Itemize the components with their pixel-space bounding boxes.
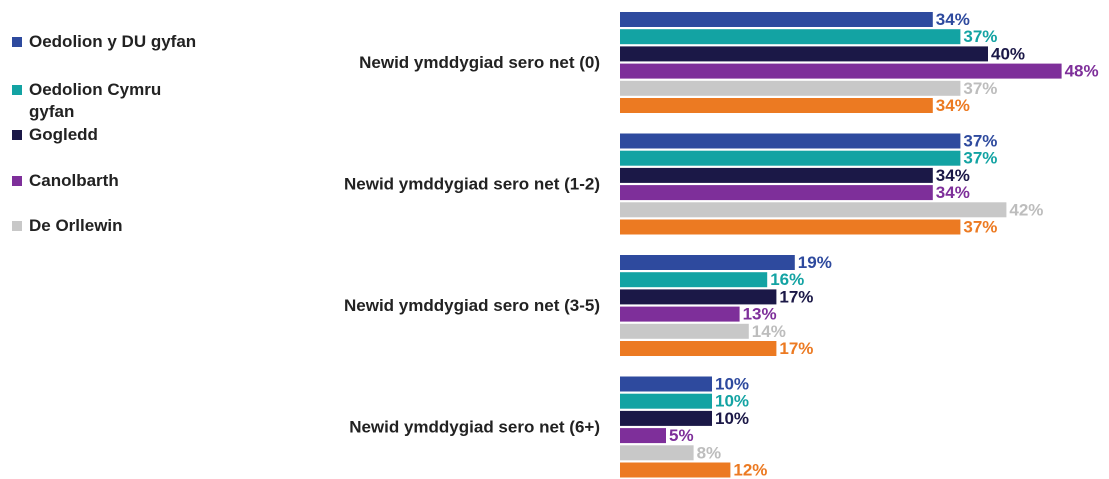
data-label: 34% bbox=[936, 96, 970, 115]
bar bbox=[620, 98, 933, 113]
legend-swatch bbox=[12, 130, 22, 140]
data-label: 37% bbox=[963, 149, 997, 168]
bar bbox=[620, 29, 961, 45]
bar bbox=[620, 202, 1007, 218]
bar bbox=[620, 289, 777, 305]
bar bbox=[620, 341, 777, 356]
legend-item: Gogledd bbox=[12, 124, 197, 146]
data-label: 42% bbox=[1009, 200, 1043, 219]
bar bbox=[620, 255, 795, 270]
legend-item: Canolbarth bbox=[12, 170, 197, 192]
legend-swatch bbox=[12, 176, 22, 186]
bar bbox=[620, 272, 768, 288]
legend-item: Oedolion y DU gyfan bbox=[12, 31, 197, 53]
bar bbox=[620, 80, 961, 96]
bar bbox=[620, 410, 712, 426]
bar bbox=[620, 445, 694, 461]
bar bbox=[620, 185, 933, 201]
data-label: 37% bbox=[963, 79, 997, 98]
data-label: 37% bbox=[963, 131, 997, 150]
data-label: 37% bbox=[963, 27, 997, 46]
bar bbox=[620, 133, 961, 149]
legend-swatch bbox=[12, 37, 22, 47]
data-label: 37% bbox=[963, 217, 997, 236]
data-label: 40% bbox=[991, 44, 1025, 63]
legend-item: De Orllewin bbox=[12, 215, 197, 237]
legend-label: Canolbarth bbox=[29, 171, 119, 190]
bar bbox=[620, 428, 666, 444]
data-label: 10% bbox=[715, 409, 749, 428]
data-label: 10% bbox=[715, 392, 749, 411]
data-label: 8% bbox=[697, 443, 722, 462]
bar bbox=[620, 462, 731, 478]
data-label: 5% bbox=[669, 426, 694, 445]
bar bbox=[620, 393, 712, 409]
data-label: 13% bbox=[743, 305, 777, 324]
legend-label: Oedolion y DU gyfan bbox=[29, 32, 197, 51]
bar bbox=[620, 150, 961, 166]
bar bbox=[620, 219, 961, 235]
legend-label: Oedolion Cymru gyfan bbox=[29, 80, 162, 121]
data-label: 10% bbox=[715, 374, 749, 393]
legend-label: Gogledd bbox=[29, 125, 98, 144]
bar bbox=[620, 167, 933, 183]
bar bbox=[620, 46, 988, 62]
data-label: 17% bbox=[779, 339, 813, 358]
legend-item: Oedolion Cymru gyfan bbox=[12, 79, 197, 123]
data-label: 34% bbox=[936, 183, 970, 202]
bar bbox=[620, 376, 712, 392]
legend-swatch bbox=[12, 221, 22, 231]
data-label: 34% bbox=[936, 10, 970, 29]
data-label: 48% bbox=[1065, 62, 1099, 81]
category-label: Newid ymddygiad sero net (0) bbox=[359, 53, 600, 72]
data-label: 16% bbox=[770, 270, 804, 289]
bar bbox=[620, 12, 933, 27]
data-label: 19% bbox=[798, 253, 832, 272]
category-label: Newid ymddygiad sero net (6+) bbox=[349, 418, 600, 437]
data-label: 17% bbox=[779, 287, 813, 306]
category-label: Newid ymddygiad sero net (3-5) bbox=[344, 296, 600, 315]
data-label: 34% bbox=[936, 166, 970, 185]
data-label: 14% bbox=[752, 322, 786, 341]
category-label: Newid ymddygiad sero net (1-2) bbox=[344, 175, 600, 194]
bar bbox=[620, 323, 749, 339]
bar bbox=[620, 306, 740, 322]
legend-label: De Orllewin bbox=[29, 216, 123, 235]
bar bbox=[620, 63, 1062, 79]
legend-swatch bbox=[12, 85, 22, 95]
data-label: 12% bbox=[733, 460, 767, 479]
